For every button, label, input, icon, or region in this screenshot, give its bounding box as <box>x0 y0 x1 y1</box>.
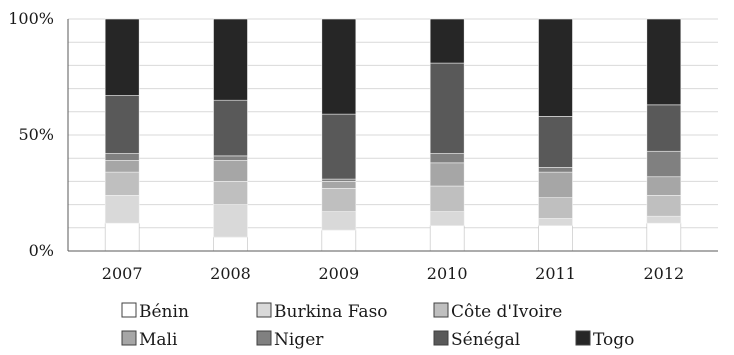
x-tick-label: 2011 <box>535 264 576 283</box>
y-tick-label: 100% <box>8 9 54 28</box>
bar-segment-togo-2009 <box>321 18 357 115</box>
bar-segment-b-nin-2011 <box>538 225 573 252</box>
bar-segment-mali-2007 <box>104 160 140 173</box>
bar-segment-mali-2012 <box>646 176 682 196</box>
bar-segment-niger-2012 <box>646 150 682 178</box>
bars <box>104 18 682 252</box>
bar-segment-burkina-faso-2010 <box>429 211 465 226</box>
y-tick-label: 0% <box>29 241 54 260</box>
bar-segment-c-te-d-ivoire-2011 <box>538 197 573 219</box>
bar-segment-mali-2009 <box>321 181 357 189</box>
legend-label: Burkina Faso <box>274 302 388 322</box>
bar-segment-niger-2010 <box>429 153 465 164</box>
legend-swatch <box>121 330 137 346</box>
legend-label: Côte d'Ivoire <box>451 302 562 322</box>
x-tick-label: 2008 <box>210 264 251 283</box>
bar-segment-mali-2008 <box>213 160 248 182</box>
bar-segment-togo-2007 <box>104 18 140 96</box>
x-tick-label: 2009 <box>318 264 359 283</box>
bar-segment-s-n-gal-2011 <box>538 116 573 168</box>
legend-label: Sénégal <box>451 330 520 350</box>
legend-label: Niger <box>274 330 324 350</box>
legend-swatch <box>256 302 272 318</box>
grid-lines <box>68 18 718 229</box>
x-tick-label: 2012 <box>643 264 684 283</box>
legend-label: Togo <box>593 330 634 350</box>
bar-segment-niger-2008 <box>213 155 248 161</box>
bar-segment-b-nin-2008 <box>213 236 248 252</box>
legend-swatch <box>575 330 591 346</box>
bar-segment-niger-2009 <box>321 178 357 182</box>
legend-swatch <box>433 330 449 346</box>
bar-segment-b-nin-2009 <box>321 229 357 252</box>
bar-segment-niger-2007 <box>104 153 140 161</box>
y-tick-label: 50% <box>18 125 54 144</box>
bar-segment-togo-2008 <box>213 18 248 101</box>
legend-label: Bénin <box>139 302 189 322</box>
bar-segment-s-n-gal-2009 <box>321 113 357 180</box>
bar-segment-s-n-gal-2008 <box>213 99 248 157</box>
axes <box>67 19 718 252</box>
bar-segment-burkina-faso-2012 <box>646 215 682 224</box>
bar-segment-burkina-faso-2009 <box>321 211 357 231</box>
bar-segment-mali-2010 <box>429 162 465 187</box>
bar-segment-c-te-d-ivoire-2012 <box>646 195 682 217</box>
x-tick-label: 2007 <box>102 264 143 283</box>
legend-swatch <box>433 302 449 318</box>
bar-segment-c-te-d-ivoire-2008 <box>213 181 248 205</box>
bar-segment-b-nin-2012 <box>646 222 682 252</box>
legend-swatch <box>256 330 272 346</box>
bar-segment-s-n-gal-2012 <box>646 104 682 152</box>
bar-segment-s-n-gal-2010 <box>429 62 465 154</box>
bar-segment-niger-2011 <box>538 167 573 173</box>
bar-segment-togo-2010 <box>429 18 465 64</box>
bar-segment-c-te-d-ivoire-2009 <box>321 188 357 212</box>
legend-label: Mali <box>139 330 178 350</box>
x-tick-label: 2010 <box>427 264 468 283</box>
bar-segment-mali-2011 <box>538 171 573 198</box>
bar-segment-togo-2011 <box>538 18 573 117</box>
bar-segment-c-te-d-ivoire-2007 <box>104 171 140 196</box>
bar-segment-c-te-d-ivoire-2010 <box>429 185 465 212</box>
bar-segment-burkina-faso-2008 <box>213 204 248 238</box>
y-axis: 0% 50% 100% <box>8 9 54 260</box>
legend: Bénin Burkina Faso Côte d'Ivoire Mali Niger S… <box>121 302 634 350</box>
bar-segment-b-nin-2010 <box>429 225 465 252</box>
bar-segment-burkina-faso-2007 <box>104 195 140 224</box>
bar-segment-b-nin-2007 <box>104 222 140 252</box>
bar-segment-togo-2012 <box>646 18 682 106</box>
x-axis: 2007 2008 2009 2010 2011 2012 <box>102 264 684 283</box>
legend-swatch <box>121 302 137 318</box>
bar-segment-burkina-faso-2011 <box>538 218 573 226</box>
bar-segment-s-n-gal-2007 <box>104 95 140 154</box>
